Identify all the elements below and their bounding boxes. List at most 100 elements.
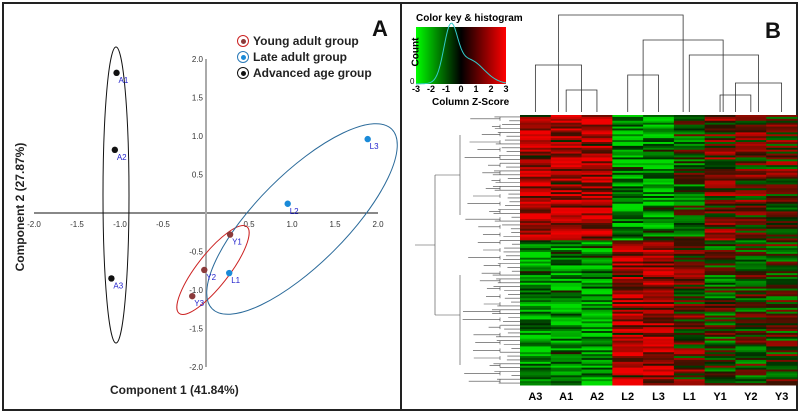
- heatmap-cell: [643, 143, 675, 147]
- heatmap-cell: [673, 145, 706, 149]
- heatmap-cell: [766, 307, 798, 311]
- heatmap-cell: [581, 354, 613, 357]
- heatmap-cell: [704, 294, 736, 297]
- heatmap-cell: [766, 132, 798, 135]
- heatmap-cell: [735, 298, 767, 301]
- legend-late-marker-icon: [237, 51, 249, 63]
- heatmap-cell: [581, 128, 613, 131]
- heatmap-cell: [520, 292, 552, 295]
- heatmap-cell: [766, 223, 798, 226]
- heatmap-cell: [704, 340, 736, 344]
- heatmap-cell: [612, 304, 644, 307]
- heatmap-cell: [766, 323, 798, 326]
- heatmap-cell: [735, 201, 767, 205]
- heatmap-cell: [673, 350, 706, 353]
- heatmap-cell: [643, 219, 675, 222]
- heatmap-cell: [520, 194, 552, 197]
- heatmap-cell: [704, 230, 736, 234]
- heatmap-cell: [643, 124, 675, 128]
- heatmap-cell: [612, 209, 644, 212]
- heatmap-cell: [581, 143, 613, 147]
- y-tick-label: -2.0: [189, 363, 203, 372]
- heatmap-cell: [735, 294, 767, 297]
- heatmap-cell: [643, 180, 675, 183]
- heatmap-cell: [581, 221, 613, 224]
- heatmap-cell: [673, 304, 706, 307]
- heatmap-cell: [643, 172, 675, 176]
- heatmap-cell: [581, 286, 613, 290]
- heatmap-cell: [520, 226, 552, 230]
- heatmap-cell: [550, 184, 583, 187]
- heatmap-cell: [673, 277, 706, 280]
- heatmap-cell: [704, 248, 736, 251]
- heatmap-cell: [520, 145, 552, 149]
- heatmap-cell: [704, 371, 736, 374]
- heatmap-cell: [766, 180, 798, 183]
- heatmap-cell: [643, 153, 675, 156]
- heatmap-cell: [673, 186, 706, 189]
- heatmap-cell: [766, 251, 798, 255]
- heatmap-cell: [735, 205, 767, 209]
- heatmap-cell: [520, 142, 552, 145]
- heatmap-cell: [735, 379, 767, 382]
- heatmap-cell: [612, 213, 644, 216]
- heatmap-cell: [766, 143, 798, 147]
- heatmap-cell: [673, 248, 706, 251]
- heatmap-cell: [550, 304, 583, 307]
- heatmap-cell: [673, 278, 706, 282]
- heatmap-cell: [673, 261, 706, 264]
- column-label-Y3: Y3: [775, 391, 788, 403]
- heatmap-cell: [612, 278, 644, 282]
- heatmap-cell: [612, 217, 644, 220]
- heatmap-cell: [766, 163, 798, 166]
- heatmap-cell: [520, 340, 552, 344]
- heatmap-cell: [704, 192, 736, 195]
- heatmap-cell: [612, 307, 644, 311]
- heatmap-cell: [766, 116, 798, 120]
- heatmap-cell: [581, 336, 613, 340]
- heatmap-cell: [704, 352, 736, 355]
- heatmap-cell: [643, 228, 675, 232]
- heatmap-cell: [550, 157, 583, 160]
- heatmap-cell: [735, 211, 767, 214]
- heatmap-cell: [581, 377, 613, 380]
- heatmap-cell: [766, 159, 798, 162]
- heatmap-cell: [643, 242, 675, 245]
- heatmap-cell: [735, 356, 767, 359]
- heatmap-cell: [520, 244, 552, 247]
- heatmap-cell: [735, 217, 767, 220]
- heatmap-cell: [673, 134, 706, 137]
- heatmap-cell: [581, 248, 613, 251]
- heatmap-cell: [735, 365, 767, 369]
- heatmap-cell: [704, 205, 736, 209]
- heatmap-cell: [581, 157, 613, 160]
- heatmap-cell: [612, 186, 644, 189]
- heatmap-cell: [550, 336, 583, 340]
- heatmap-cell: [704, 317, 736, 320]
- heatmap-cell: [581, 115, 613, 118]
- heatmap-cell: [612, 221, 644, 224]
- heatmap-cell: [581, 257, 613, 261]
- heatmap-cell: [704, 278, 736, 282]
- heatmap-cell: [520, 286, 552, 290]
- heatmap-cell: [520, 217, 552, 220]
- heatmap-cell: [735, 240, 767, 243]
- heatmap-cell: [704, 128, 736, 131]
- heatmap-cell: [735, 367, 767, 371]
- y-tick-label: -1.0: [189, 286, 203, 295]
- heatmap-cell: [673, 165, 706, 168]
- heatmap-cell: [673, 244, 706, 247]
- heatmap-cell: [766, 115, 798, 118]
- heatmap-cell: [550, 263, 583, 266]
- heatmap-cell: [581, 327, 613, 330]
- heatmap-cell: [520, 251, 552, 255]
- heatmap-cell: [612, 282, 644, 286]
- heatmap-cell: [673, 232, 706, 236]
- heatmap-cell: [643, 317, 675, 320]
- heatmap-cell: [704, 180, 736, 183]
- heatmap-cell: [673, 192, 706, 195]
- heatmap-cell: [550, 242, 583, 245]
- heatmap-cell: [673, 221, 706, 224]
- heatmap-cell: [520, 149, 552, 153]
- heatmap-cell: [581, 290, 613, 293]
